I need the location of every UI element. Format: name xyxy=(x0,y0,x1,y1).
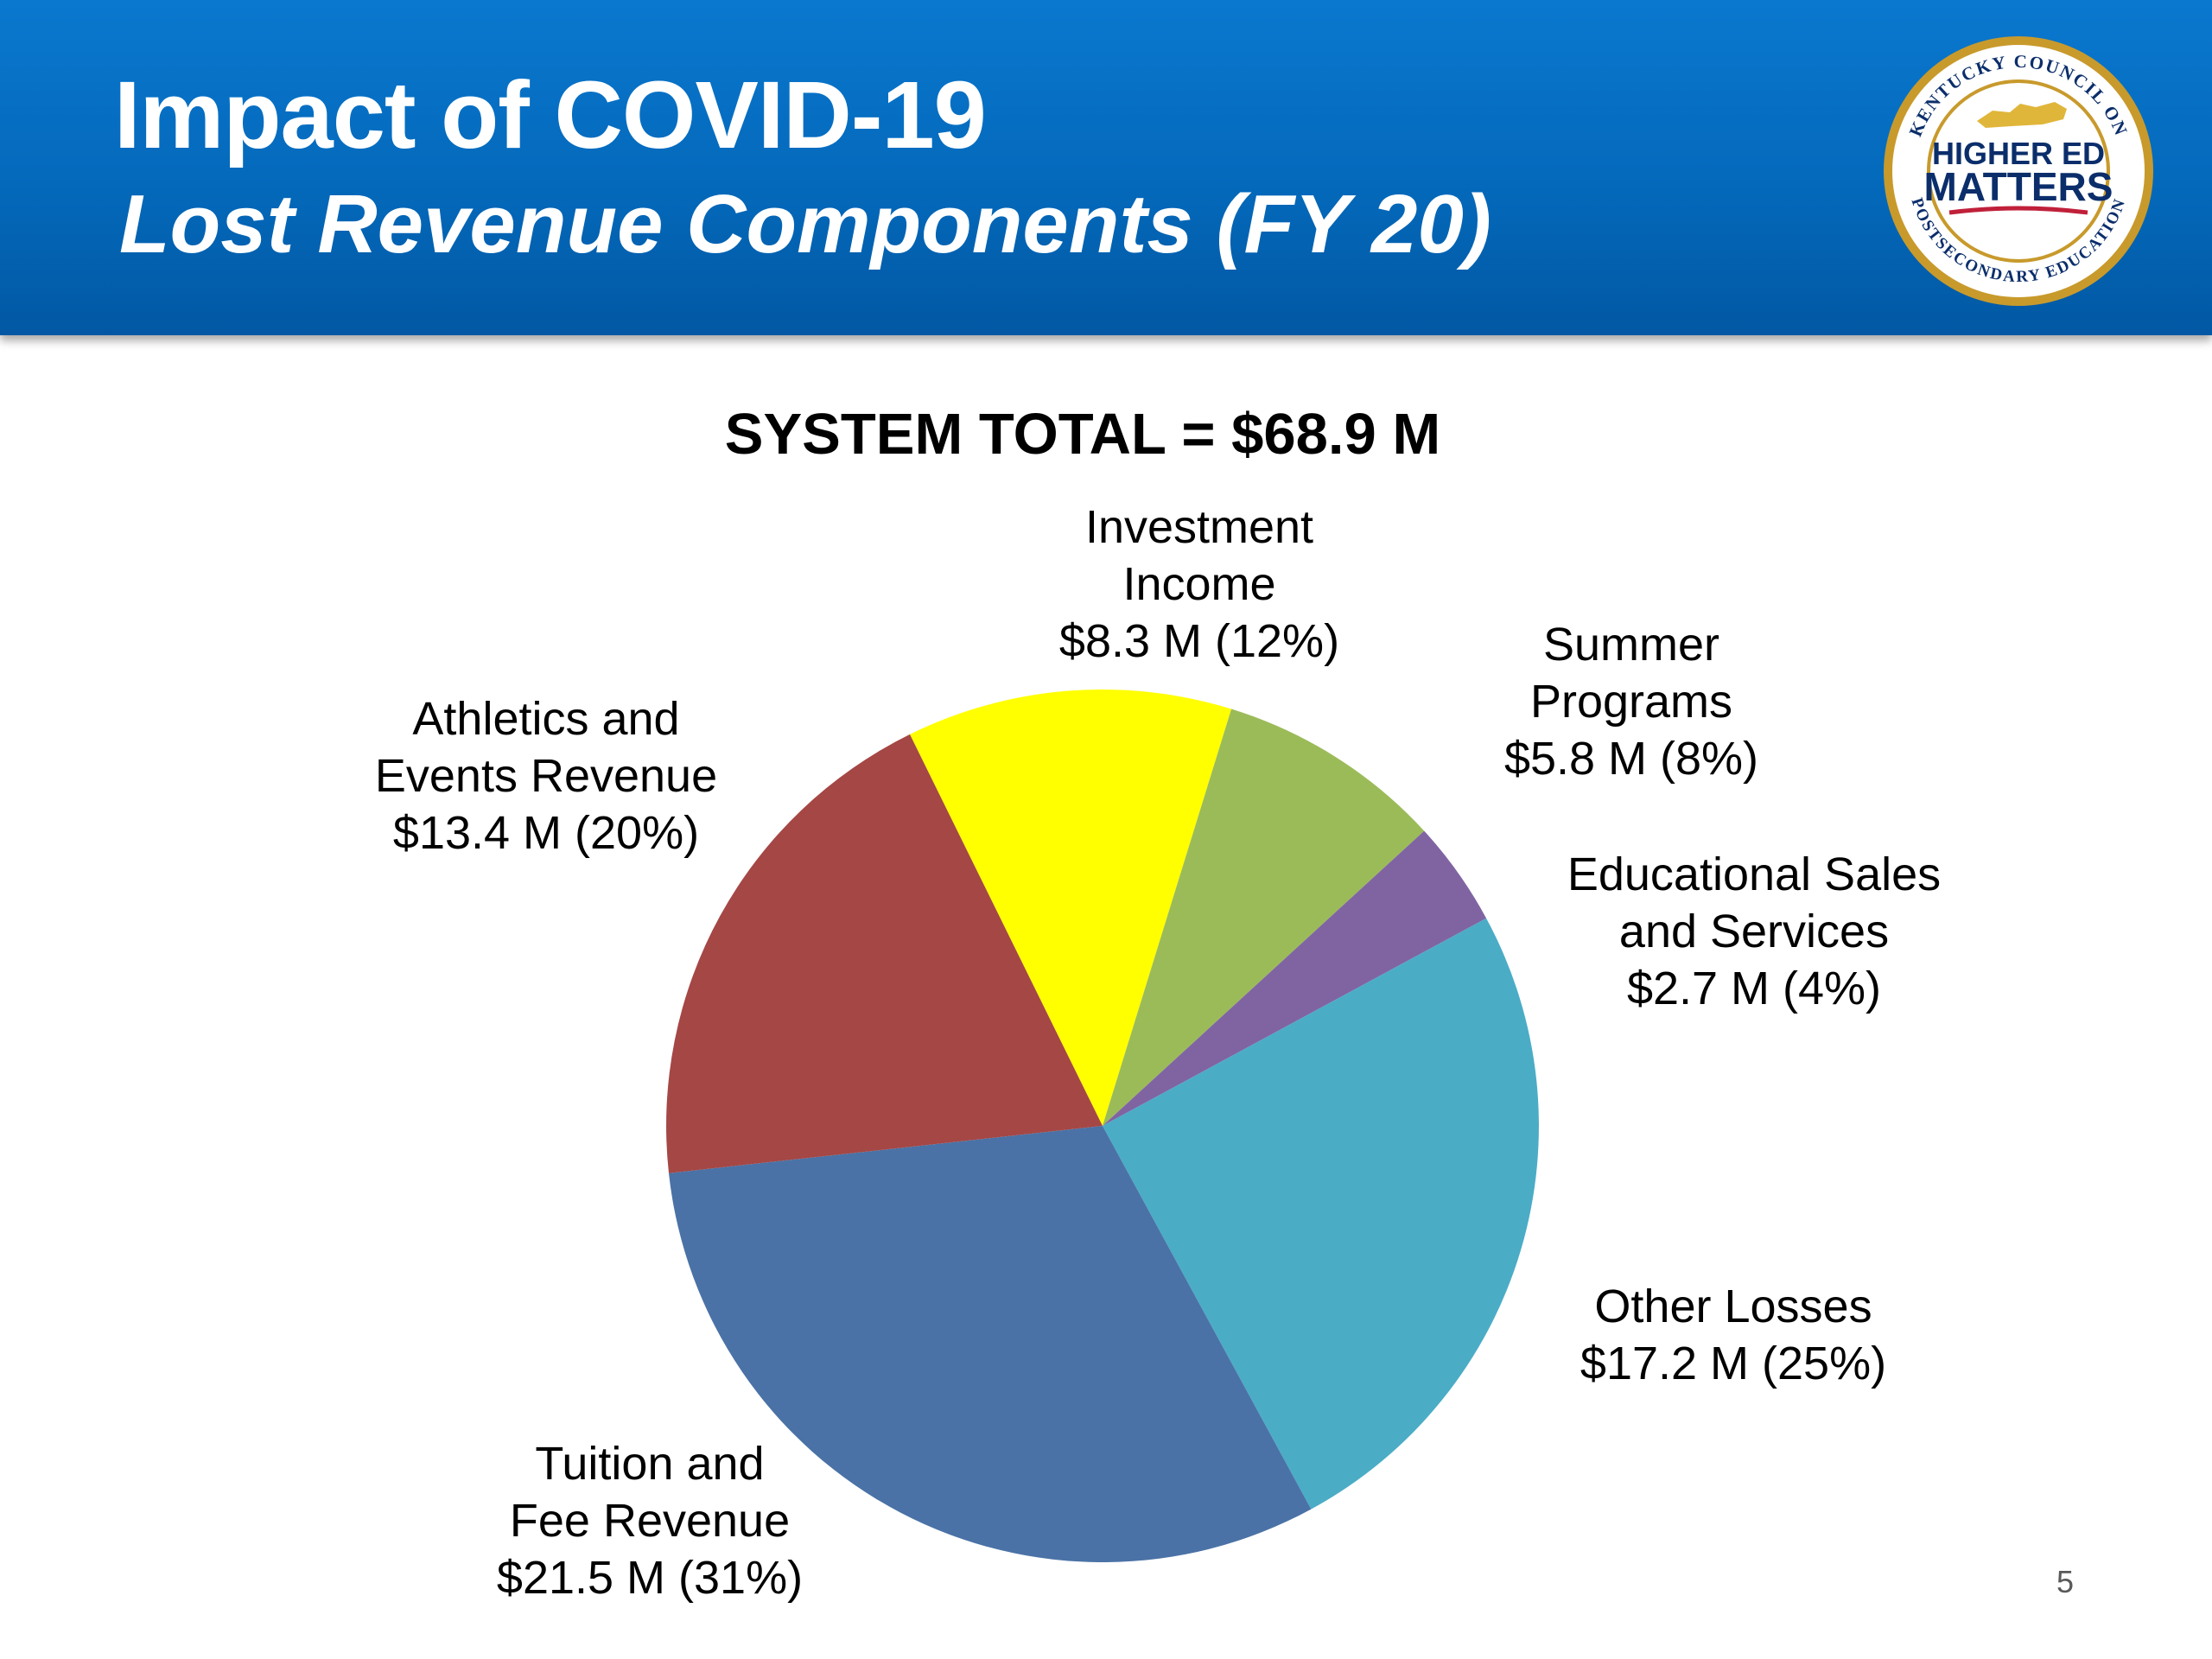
pie-slice-tuition-fee xyxy=(669,1126,1312,1563)
pie-slice-other-losses xyxy=(1103,918,1539,1510)
logo-swoosh xyxy=(1948,206,2088,215)
data-label-other-losses: Other Losses $17.2 M (25%) xyxy=(1580,1281,1886,1389)
pie-slice-summer-programs xyxy=(1103,709,1425,1126)
data-label-tuition-fee: Tuition and Fee Revenue $21.5 M (31%) xyxy=(497,1438,803,1604)
slide-header: Impact of COVID-19 Lost Revenue Componen… xyxy=(0,0,2212,335)
logo-line-1: HIGHER ED xyxy=(1932,136,2105,171)
pie-labels: Investment Income $8.3 M (12%) Summer Progra… xyxy=(375,501,1941,1604)
data-label-athletics-events: Athletics and Events Revenue $13.4 M (20%) xyxy=(375,693,717,859)
pie-slice-athletics-events xyxy=(666,734,1103,1173)
slide-subtitle: Lost Revenue Components (FY 20) xyxy=(119,178,1491,270)
logo-line-2: MATTERS xyxy=(1924,164,2113,209)
pie-slice-educational-sales xyxy=(1103,830,1487,1126)
data-label-investment-income: Investment Income $8.3 M (12%) xyxy=(1059,501,1339,667)
pie-slices xyxy=(666,689,1539,1563)
pie-slice-investment-income xyxy=(910,689,1232,1126)
slide-title: Impact of COVID-19 xyxy=(114,62,987,168)
logo-inner-ring xyxy=(1927,79,2110,263)
pie-chart: SYSTEM TOTAL = $68.9 M Investment Income $… xyxy=(375,402,1941,1604)
data-label-educational-sales: Educational Sales and Services $2.7 M (4%) xyxy=(1567,849,1941,1014)
kentucky-state-shape xyxy=(1977,102,2067,128)
page-number: 5 xyxy=(2056,1564,2075,1599)
chart-title: SYSTEM TOTAL = $68.9 M xyxy=(725,402,1440,467)
data-label-summer-programs: Summer Programs $5.8 M (8%) xyxy=(1504,619,1758,785)
higher-ed-matters-logo: KENTUCKY COUNCIL ON POSTSECONDARY EDUCAT… xyxy=(1884,36,2153,306)
